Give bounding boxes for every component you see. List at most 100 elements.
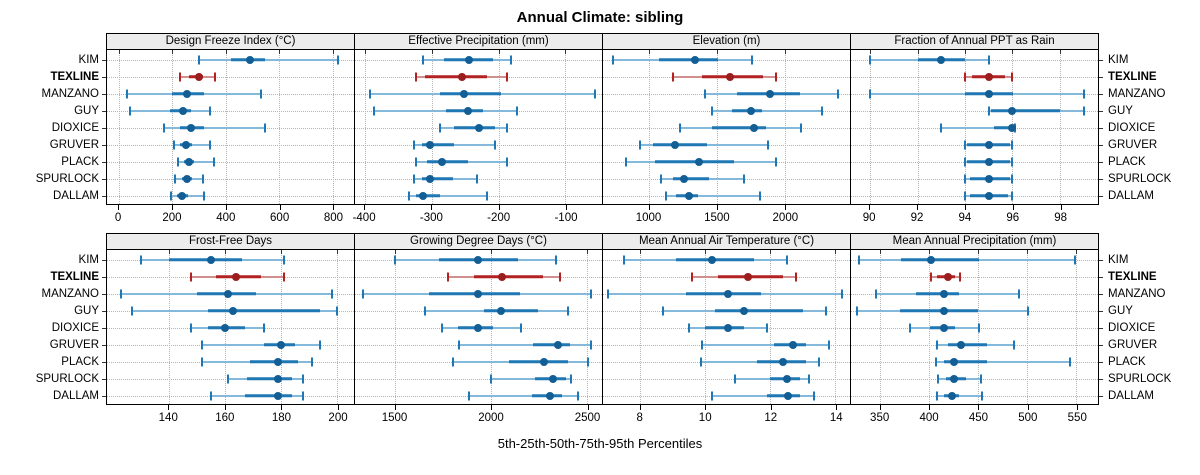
station-label-gruver: GRUVER: [1108, 138, 1158, 151]
panel-strip: Effective Precipitation (mm): [354, 33, 603, 50]
whisker-cap: [665, 191, 668, 200]
whisker-cap: [172, 140, 175, 149]
vertical-gridline: [337, 250, 339, 404]
median-dot-texline: [725, 72, 734, 81]
median-dot-texline: [984, 72, 993, 81]
whisker-cap: [208, 140, 211, 149]
whisker-cap: [476, 174, 479, 183]
median-dot-dallam: [947, 391, 956, 400]
top-tick-mark: [365, 50, 366, 54]
whisker-cap: [577, 391, 580, 400]
whisker-cap: [606, 289, 609, 298]
median-dot-gruver: [789, 340, 798, 349]
whisker-cap: [795, 272, 798, 281]
whisker-cap: [202, 174, 205, 183]
station-label-spurlock: SPURLOCK: [1108, 372, 1172, 385]
iqr-bar-manzano: [915, 291, 959, 296]
station-label-gruver: GRUVER: [49, 338, 99, 351]
whisker-cap: [413, 174, 416, 183]
median-dot-kim: [927, 255, 936, 264]
whisker-cap: [701, 340, 704, 349]
panel-growing-degree-days-c: Growing Degree Days (°C) 1500 2000 2500: [354, 233, 603, 429]
whisker-cap: [699, 357, 702, 366]
panel-x-axis: 140 160 180 200: [106, 405, 355, 429]
iqr-bar-dallam: [767, 393, 800, 398]
whisker-cap: [978, 323, 981, 332]
whisker-cap: [662, 306, 665, 315]
whisker-cap: [1074, 255, 1077, 264]
station-label-kim: KIM: [78, 253, 99, 266]
x-tick-label: -100: [554, 212, 578, 224]
y-tick-mark: [102, 259, 106, 261]
median-dot-guy: [940, 306, 949, 315]
median-dot-dallam: [546, 391, 555, 400]
median-dot-dioxice: [1008, 123, 1017, 132]
whisker-cap: [590, 289, 593, 298]
iqr-bar-texline: [473, 274, 543, 279]
whisker-cap: [766, 140, 769, 149]
iqr-bar-guy: [715, 308, 803, 313]
station-label-dallam: DALLAM: [1108, 389, 1155, 402]
median-dot-kim: [245, 55, 254, 64]
whisker-dallam: [666, 194, 760, 197]
panel-mean-annual-precipitation-mm: Mean Annual Precipitation (mm) 350 400 450 5…: [850, 233, 1103, 429]
whisker-cap: [594, 89, 597, 98]
whisker-cap: [519, 323, 522, 332]
median-dot-dallam: [274, 391, 283, 400]
horizontal-gridline: [851, 110, 1098, 112]
whisker-cap: [586, 357, 589, 366]
panel-strip: Elevation (m): [602, 33, 851, 50]
whisker-gruver: [202, 343, 321, 346]
median-dot-spurlock: [949, 374, 958, 383]
percentiles-caption: 5th-25th-50th-75th-95th Percentiles: [497, 436, 703, 451]
x-tick-mark: [1027, 405, 1029, 410]
median-dot-dioxice: [474, 123, 483, 132]
whisker-cap: [208, 106, 211, 115]
whisker-cap: [263, 123, 266, 132]
whisker-cap: [214, 72, 217, 81]
whisker-cap: [775, 72, 778, 81]
iqr-bar-dallam: [244, 393, 293, 398]
top-tick-mark: [279, 50, 281, 54]
median-dot-dioxice: [220, 323, 229, 332]
y-tick-mark: [102, 178, 106, 180]
panel-plot: [354, 50, 603, 205]
whisker-cap: [319, 340, 322, 349]
whisker-cap: [555, 255, 558, 264]
whisker-cap: [1011, 140, 1014, 149]
x-tick-mark: [879, 405, 881, 410]
panels-row-1: Design Freeze Index (°C) 0 200 400 600 800 Eff…: [102, 33, 1103, 229]
whisker-cap: [438, 123, 441, 132]
x-tick-mark: [836, 405, 838, 410]
vertical-gridline: [1060, 50, 1061, 204]
whisker-cap: [190, 323, 193, 332]
panel-strip: Mean Annual Precipitation (mm): [850, 233, 1099, 250]
median-dot-dioxice: [473, 323, 482, 332]
whisker-cap: [131, 306, 134, 315]
whisker-cap: [558, 272, 561, 281]
whisker-cap: [964, 191, 966, 200]
whisker-cap: [1068, 357, 1071, 366]
whisker-cap: [423, 306, 426, 315]
y-tick-mark: [102, 293, 106, 295]
y-tick-mark: [102, 395, 106, 397]
whisker-cap: [509, 55, 512, 64]
station-label-spurlock: SPURLOCK: [35, 372, 99, 385]
horizontal-gridline: [107, 178, 354, 180]
panel-design-freeze-index-c: Design Freeze Index (°C) 0 200 400 600 800: [102, 33, 355, 229]
whisker-cap: [302, 374, 305, 383]
median-dot-plack: [984, 157, 993, 166]
whisker-cap: [263, 323, 266, 332]
whisker-cap: [808, 374, 811, 383]
whisker-cap: [785, 255, 788, 264]
median-dot-texline: [498, 272, 507, 281]
whisker-cap: [766, 323, 769, 332]
whisker-cap: [758, 191, 761, 200]
iqr-bar-dioxice: [711, 125, 766, 130]
whisker-cap: [198, 55, 201, 64]
x-tick-label: -200: [487, 212, 511, 224]
median-dot-dioxice: [724, 323, 733, 332]
whisker-cap: [361, 289, 364, 298]
station-label-texline: TEXLINE: [1108, 70, 1157, 83]
top-tick-mark: [880, 250, 882, 254]
